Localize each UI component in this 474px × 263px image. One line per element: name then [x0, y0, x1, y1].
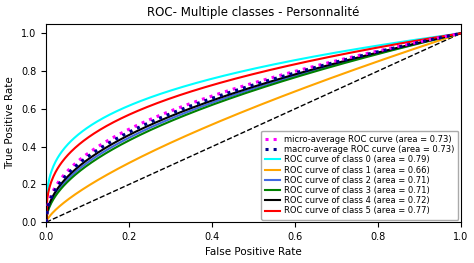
ROC curve of class 4 (area = 0.72)	[345, 59, 350, 62]
ROC curve of class 1 (area = 0.66)	[93, 179, 99, 183]
Line: ROC curve of class 0 (area = 0.79): ROC curve of class 0 (area = 0.79)	[46, 33, 461, 222]
micro-average ROC curve (area = 0.73)	[43, 221, 49, 224]
ROC curve of class 4 (area = 0.72)	[43, 221, 49, 224]
Line: ROC curve of class 5 (area = 0.77): ROC curve of class 5 (area = 0.77)	[46, 33, 461, 222]
macro-average ROC curve (area = 0.73)	[93, 149, 99, 153]
ROC curve of class 5 (area = 0.77)	[345, 52, 350, 55]
ROC curve of class 3 (area = 0.71)	[343, 61, 348, 64]
Line: ROC curve of class 2 (area = 0.71): ROC curve of class 2 (area = 0.71)	[46, 33, 461, 222]
Line: ROC curve of class 3 (area = 0.71): ROC curve of class 3 (area = 0.71)	[46, 33, 461, 222]
macro-average ROC curve (area = 0.73)	[458, 32, 464, 35]
ROC curve of class 1 (area = 0.66)	[345, 70, 350, 74]
micro-average ROC curve (area = 0.73)	[304, 67, 310, 70]
Line: macro-average ROC curve (area = 0.73): macro-average ROC curve (area = 0.73)	[46, 33, 461, 222]
ROC curve of class 3 (area = 0.71)	[178, 115, 184, 118]
Line: ROC curve of class 1 (area = 0.66): ROC curve of class 1 (area = 0.66)	[46, 33, 461, 222]
ROC curve of class 5 (area = 0.77)	[343, 52, 348, 55]
ROC curve of class 5 (area = 0.77)	[93, 131, 99, 134]
micro-average ROC curve (area = 0.73)	[93, 146, 99, 149]
ROC curve of class 2 (area = 0.71)	[345, 60, 350, 63]
ROC curve of class 2 (area = 0.71)	[43, 221, 49, 224]
ROC curve of class 0 (area = 0.79)	[458, 32, 464, 35]
ROC curve of class 1 (area = 0.66)	[178, 136, 184, 140]
ROC curve of class 1 (area = 0.66)	[304, 85, 310, 88]
macro-average ROC curve (area = 0.73)	[343, 58, 348, 61]
ROC curve of class 5 (area = 0.77)	[458, 32, 464, 35]
ROC curve of class 5 (area = 0.77)	[304, 60, 310, 63]
ROC curve of class 4 (area = 0.72)	[93, 152, 99, 155]
ROC curve of class 3 (area = 0.71)	[345, 61, 350, 64]
ROC curve of class 2 (area = 0.71)	[178, 113, 184, 116]
ROC curve of class 0 (area = 0.79)	[343, 49, 348, 53]
ROC curve of class 1 (area = 0.66)	[43, 221, 49, 224]
ROC curve of class 0 (area = 0.79)	[178, 86, 184, 89]
ROC curve of class 3 (area = 0.71)	[458, 32, 464, 35]
ROC curve of class 3 (area = 0.71)	[208, 104, 213, 107]
ROC curve of class 2 (area = 0.71)	[208, 102, 213, 105]
Line: ROC curve of class 4 (area = 0.72): ROC curve of class 4 (area = 0.72)	[46, 33, 461, 222]
macro-average ROC curve (area = 0.73)	[304, 68, 310, 71]
ROC curve of class 2 (area = 0.71)	[304, 71, 310, 74]
ROC curve of class 3 (area = 0.71)	[304, 72, 310, 75]
ROC curve of class 4 (area = 0.72)	[304, 69, 310, 73]
ROC curve of class 0 (area = 0.79)	[208, 78, 213, 81]
ROC curve of class 0 (area = 0.79)	[43, 221, 49, 224]
Legend: micro-average ROC curve (area = 0.73), macro-average ROC curve (area = 0.73), RO: micro-average ROC curve (area = 0.73), m…	[261, 131, 458, 220]
Line: micro-average ROC curve (area = 0.73): micro-average ROC curve (area = 0.73)	[46, 33, 461, 222]
ROC curve of class 4 (area = 0.72)	[178, 110, 184, 114]
Title: ROC- Multiple classes - Personnalité: ROC- Multiple classes - Personnalité	[147, 6, 360, 19]
ROC curve of class 4 (area = 0.72)	[458, 32, 464, 35]
ROC curve of class 5 (area = 0.77)	[178, 93, 184, 96]
ROC curve of class 1 (area = 0.66)	[343, 71, 348, 74]
ROC curve of class 0 (area = 0.79)	[93, 120, 99, 124]
macro-average ROC curve (area = 0.73)	[43, 221, 49, 224]
Y-axis label: True Positive Rate: True Positive Rate	[6, 77, 16, 169]
micro-average ROC curve (area = 0.73)	[343, 57, 348, 60]
ROC curve of class 2 (area = 0.71)	[458, 32, 464, 35]
ROC curve of class 0 (area = 0.79)	[345, 49, 350, 52]
macro-average ROC curve (area = 0.73)	[178, 108, 184, 111]
X-axis label: False Positive Rate: False Positive Rate	[205, 247, 302, 257]
micro-average ROC curve (area = 0.73)	[208, 95, 213, 98]
micro-average ROC curve (area = 0.73)	[178, 105, 184, 108]
ROC curve of class 4 (area = 0.72)	[208, 99, 213, 103]
ROC curve of class 4 (area = 0.72)	[343, 59, 348, 62]
micro-average ROC curve (area = 0.73)	[458, 32, 464, 35]
macro-average ROC curve (area = 0.73)	[208, 97, 213, 100]
ROC curve of class 5 (area = 0.77)	[208, 84, 213, 87]
ROC curve of class 1 (area = 0.66)	[458, 32, 464, 35]
ROC curve of class 3 (area = 0.71)	[43, 221, 49, 224]
ROC curve of class 3 (area = 0.71)	[93, 158, 99, 161]
ROC curve of class 5 (area = 0.77)	[43, 221, 49, 224]
ROC curve of class 0 (area = 0.79)	[304, 56, 310, 59]
micro-average ROC curve (area = 0.73)	[345, 57, 350, 60]
ROC curve of class 2 (area = 0.71)	[343, 60, 348, 63]
ROC curve of class 1 (area = 0.66)	[208, 124, 213, 127]
macro-average ROC curve (area = 0.73)	[345, 58, 350, 61]
ROC curve of class 2 (area = 0.71)	[93, 155, 99, 158]
